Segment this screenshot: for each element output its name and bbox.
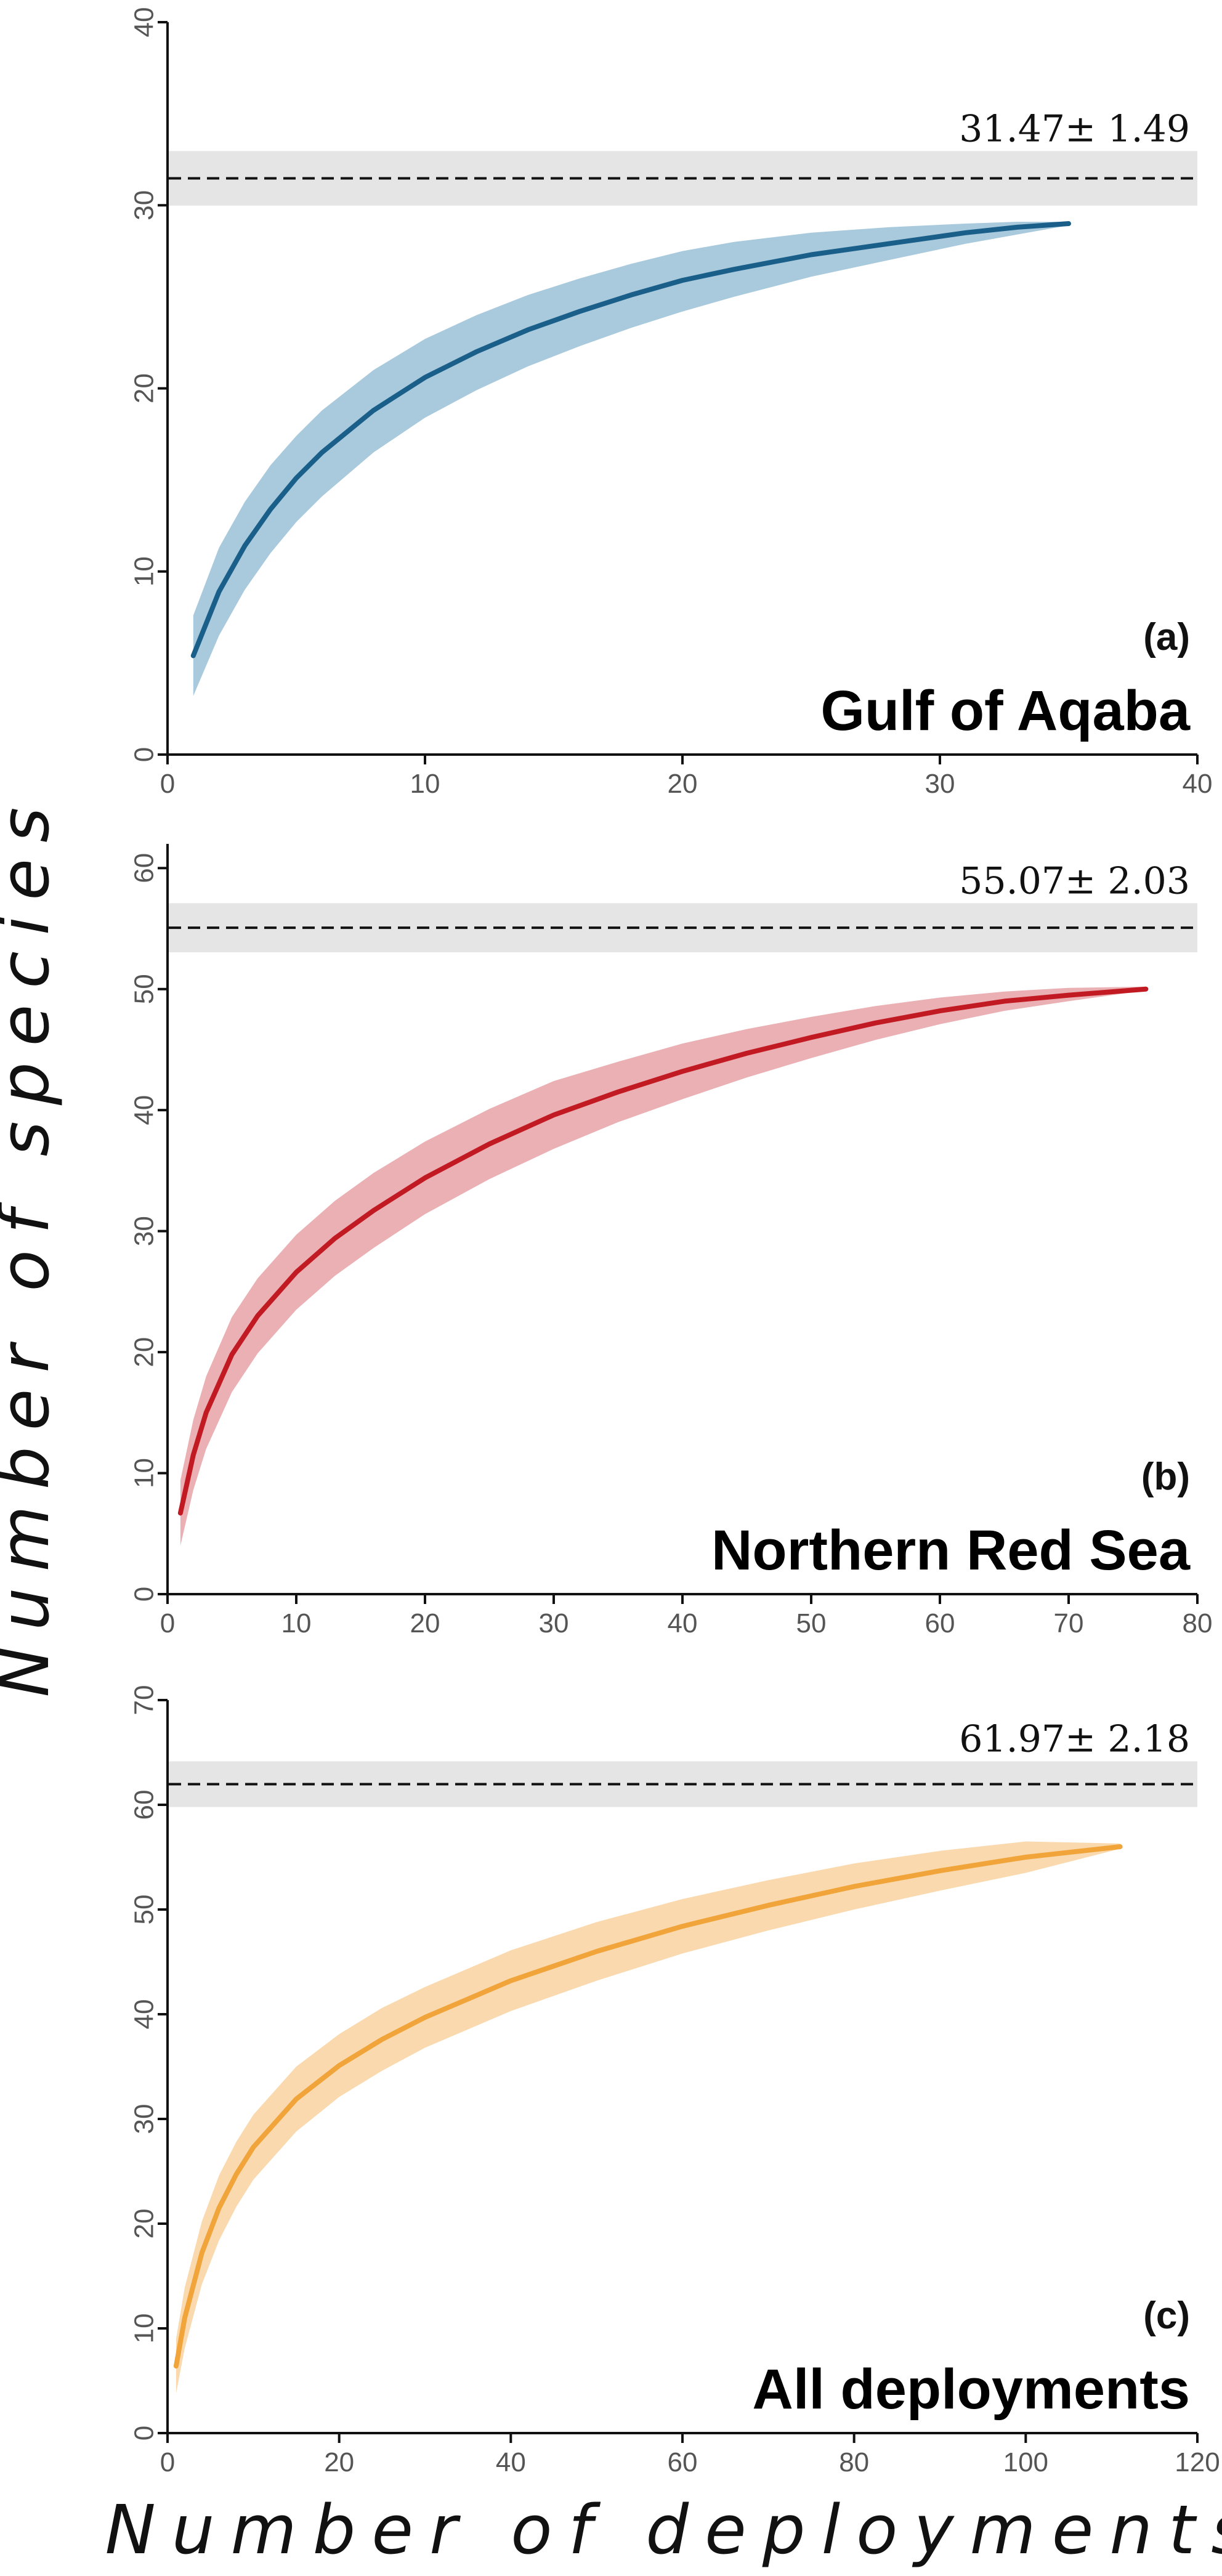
y-tick-label: 50	[129, 974, 160, 1004]
y-tick-label: 40	[129, 1999, 160, 2030]
y-tick-label: 60	[129, 1790, 160, 1820]
x-tick-label: 0	[160, 2447, 175, 2477]
chart-panels: 0 10 20 30 40 0 10 20 30 40 31.47± 1.49 (a) Gulf of …	[129, 7, 1220, 2477]
panel-title: All deployments	[752, 2358, 1190, 2421]
y-tick-label: 30	[129, 190, 160, 221]
x-tick-label: 20	[324, 2447, 354, 2477]
panel-2: 0 10 20 30 40 50 60 0 10 20 30 40 50 60 70 80 55.07± 2.0…	[129, 844, 1213, 1638]
panel-title: Northern Red Sea	[711, 1519, 1191, 1582]
y-tick-label: 20	[129, 2209, 160, 2239]
x-tick-label: 40	[1183, 769, 1213, 799]
y-tick-label: 70	[129, 1685, 160, 1715]
y-axis-title: Number of species	[0, 792, 64, 1698]
x-tick-label: 30	[539, 1608, 569, 1638]
x-tick-label: 60	[668, 2447, 698, 2477]
estimate-label: 61.97± 2.18	[959, 1717, 1190, 1760]
x-tick-label: 30	[925, 769, 955, 799]
x-tick-label: 40	[668, 1608, 698, 1638]
x-tick-label: 80	[839, 2447, 869, 2477]
y-tick-label: 10	[129, 1458, 160, 1488]
y-tick-label: 10	[129, 556, 160, 586]
y-tick-label: 0	[129, 1587, 160, 1602]
x-tick-label: 10	[410, 769, 440, 799]
y-tick-label: 60	[129, 853, 160, 883]
x-tick-label: 10	[281, 1608, 312, 1638]
confidence-band	[180, 986, 1146, 1546]
estimate-band	[169, 151, 1197, 206]
x-tick-label: 40	[496, 2447, 526, 2477]
panel-1: 0 10 20 30 40 0 10 20 30 40 31.47± 1.49 (a) Gulf of …	[129, 7, 1213, 799]
x-tick-label: 20	[410, 1608, 440, 1638]
x-tick-label: 20	[668, 769, 698, 799]
x-tick-label: 120	[1175, 2447, 1220, 2477]
panel-tag: (b)	[1141, 1456, 1190, 1498]
x-tick-label: 0	[160, 769, 175, 799]
y-tick-label: 30	[129, 1216, 160, 1246]
x-tick-label: 70	[1054, 1608, 1084, 1638]
y-tick-label: 40	[129, 7, 160, 38]
estimate-band	[169, 903, 1197, 953]
panel-tag: (c)	[1143, 2295, 1190, 2337]
panel-3: 0 10 20 30 40 50 60 70 0 20 40 60 80 100 120 61.97± 2.1…	[129, 1685, 1220, 2477]
estimate-label: 55.07± 2.03	[959, 859, 1190, 902]
x-tick-label: 80	[1183, 1608, 1213, 1638]
y-tick-label: 40	[129, 1095, 160, 1125]
y-tick-label: 20	[129, 1337, 160, 1367]
estimate-band	[169, 1761, 1197, 1807]
y-tick-label: 50	[129, 1895, 160, 1925]
panel-title: Gulf of Aqaba	[820, 679, 1190, 742]
x-tick-label: 50	[796, 1608, 827, 1638]
x-tick-label: 60	[925, 1608, 955, 1638]
x-tick-label: 0	[160, 1608, 175, 1638]
confidence-band	[176, 1841, 1120, 2394]
panel-tag: (a)	[1143, 616, 1190, 658]
rarefaction-curve	[177, 986, 1149, 1516]
y-tick-label: 20	[129, 373, 160, 403]
rarefaction-curve	[190, 221, 1071, 658]
y-tick-label: 0	[129, 747, 160, 762]
y-tick-label: 0	[129, 2426, 160, 2440]
x-tick-label: 100	[1003, 2447, 1048, 2477]
confidence-band	[193, 222, 1069, 696]
estimate-label: 31.47± 1.49	[959, 107, 1190, 150]
x-axis-title: Number of deployments	[105, 2490, 1222, 2569]
y-tick-label: 10	[129, 2314, 160, 2344]
y-tick-label: 30	[129, 2104, 160, 2134]
rarefaction-curve	[173, 1844, 1123, 2369]
